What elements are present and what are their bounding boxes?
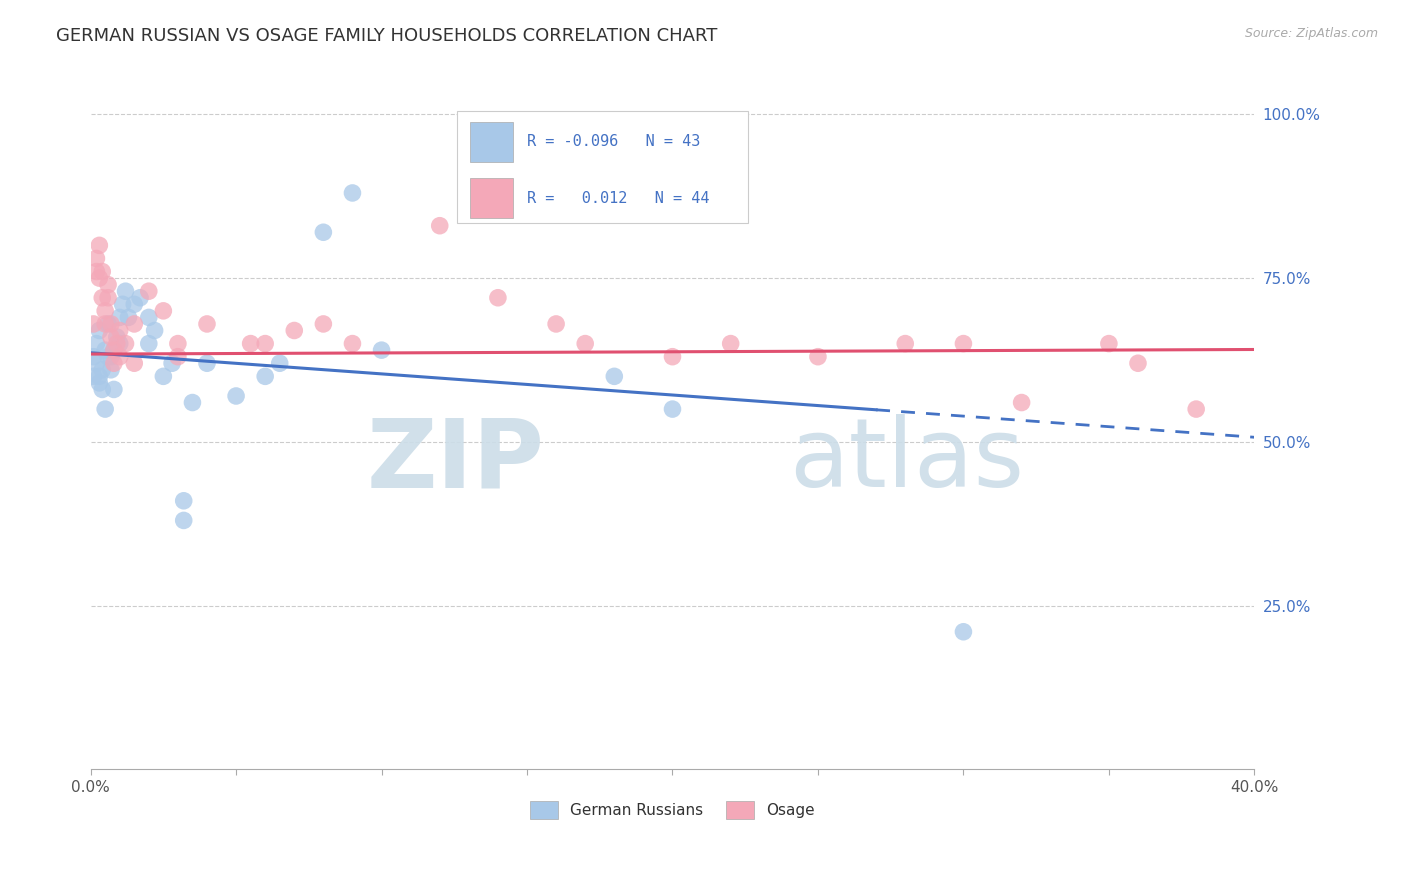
Point (370, 343, 392, 358)
Point (807, 350, 830, 364)
Point (100, 317, 122, 331)
Point (312, 317, 335, 331)
Point (100, 330, 122, 344)
Point (114, 284, 136, 298)
Point (486, 291, 509, 305)
FancyBboxPatch shape (457, 111, 748, 223)
Point (108, 336, 131, 351)
Point (100, 363, 122, 377)
Point (103, 356, 125, 370)
Point (122, 297, 145, 311)
Point (91, 291, 114, 305)
Point (103, 383, 125, 397)
Point (89, 369, 111, 384)
Point (173, 493, 195, 508)
Point (239, 336, 262, 351)
Point (83, 317, 105, 331)
Point (195, 356, 218, 370)
Point (94, 317, 117, 331)
Point (603, 369, 626, 384)
Point (138, 336, 160, 351)
Point (1098, 336, 1121, 351)
Point (117, 310, 139, 325)
Point (254, 336, 277, 351)
Point (173, 513, 195, 527)
Point (122, 317, 145, 331)
Point (86, 252, 108, 266)
Point (342, 336, 364, 351)
Point (108, 324, 131, 338)
Point (661, 402, 683, 417)
Point (89, 324, 111, 338)
Point (83, 369, 105, 384)
Point (100, 350, 122, 364)
Point (91, 363, 114, 377)
Text: Source: ZipAtlas.com: Source: ZipAtlas.com (1244, 27, 1378, 40)
Point (254, 369, 277, 384)
Point (94, 343, 117, 358)
Point (143, 324, 166, 338)
Point (195, 317, 218, 331)
Text: ZIP: ZIP (367, 415, 544, 508)
Point (342, 186, 364, 200)
Point (720, 336, 742, 351)
Point (152, 369, 174, 384)
Point (97, 350, 120, 364)
Point (1185, 402, 1208, 417)
Point (108, 310, 131, 325)
Legend: German Russians, Osage: German Russians, Osage (524, 795, 821, 825)
FancyBboxPatch shape (470, 122, 513, 162)
Point (952, 336, 974, 351)
Point (111, 297, 134, 311)
Point (86, 264, 108, 278)
Point (138, 284, 160, 298)
Point (152, 303, 174, 318)
Point (312, 225, 335, 239)
Point (103, 343, 125, 358)
Point (91, 264, 114, 278)
Point (97, 291, 120, 305)
Point (114, 336, 136, 351)
Point (546, 317, 568, 331)
Point (225, 389, 247, 403)
Text: GERMAN RUSSIAN VS OSAGE FAMILY HOUSEHOLDS CORRELATION CHART: GERMAN RUSSIAN VS OSAGE FAMILY HOUSEHOLD… (56, 27, 717, 45)
Point (138, 310, 160, 325)
Point (283, 324, 305, 338)
Point (103, 343, 125, 358)
Point (105, 336, 128, 351)
Point (1011, 395, 1033, 409)
Point (105, 330, 128, 344)
Point (89, 271, 111, 285)
Point (91, 383, 114, 397)
Text: R = -0.096   N = 43: R = -0.096 N = 43 (527, 135, 700, 150)
Point (89, 238, 111, 252)
Point (94, 303, 117, 318)
Point (97, 317, 120, 331)
Point (269, 356, 291, 370)
Point (83, 350, 105, 364)
Point (94, 402, 117, 417)
Text: R =   0.012   N = 44: R = 0.012 N = 44 (527, 191, 710, 205)
Point (108, 350, 131, 364)
Point (1126, 356, 1149, 370)
FancyBboxPatch shape (470, 178, 513, 218)
Point (167, 336, 190, 351)
Point (952, 624, 974, 639)
Point (97, 277, 120, 292)
Point (86, 336, 108, 351)
Point (160, 356, 183, 370)
Text: atlas: atlas (789, 415, 1024, 508)
Point (89, 376, 111, 390)
Point (661, 350, 683, 364)
Point (429, 219, 451, 233)
Point (181, 395, 204, 409)
Point (86, 356, 108, 370)
Point (129, 291, 152, 305)
Point (122, 356, 145, 370)
Point (894, 336, 917, 351)
Point (167, 350, 190, 364)
Point (574, 336, 596, 351)
